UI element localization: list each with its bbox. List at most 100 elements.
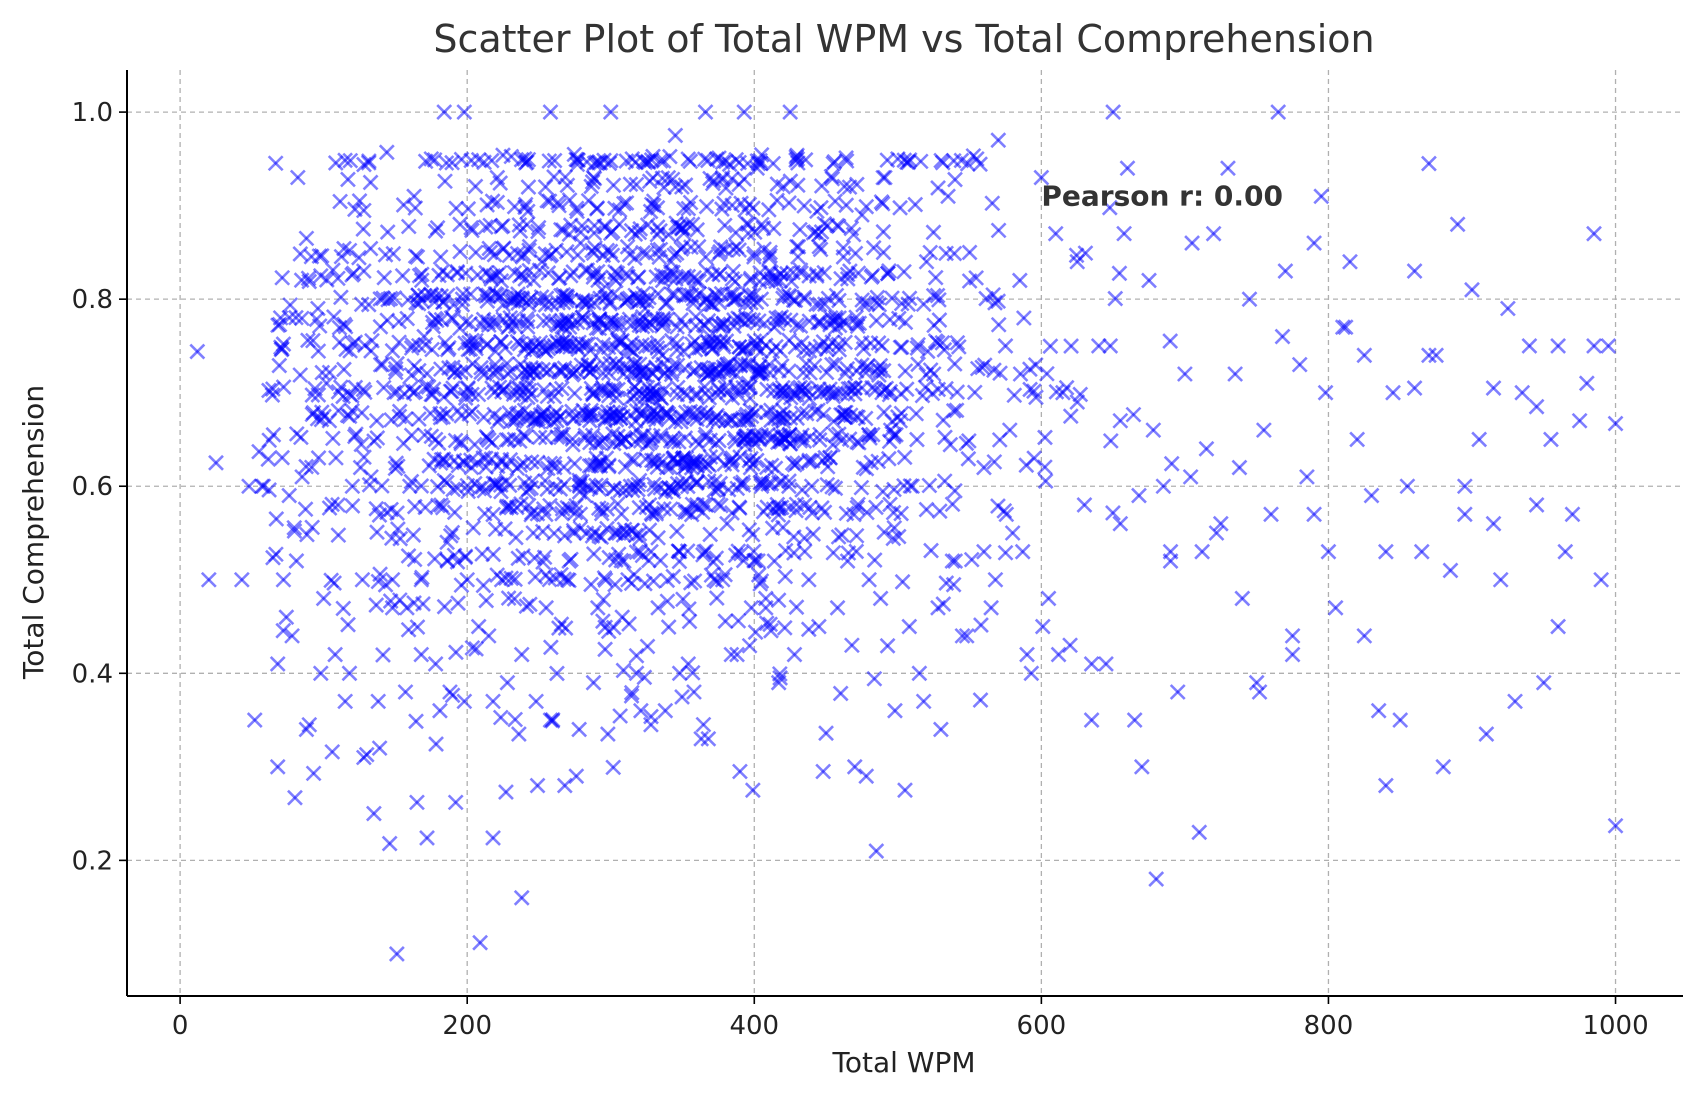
- data-point: [520, 410, 537, 426]
- data-point: [885, 428, 902, 445]
- data-point: [631, 499, 648, 516]
- data-point: [802, 429, 818, 446]
- data-point: [529, 777, 546, 794]
- data-point: [364, 332, 380, 349]
- data-point: [607, 576, 623, 593]
- data-point: [337, 152, 353, 169]
- data-point: [945, 576, 962, 593]
- data-point: [495, 241, 512, 257]
- data-point: [829, 599, 846, 616]
- data-point: [890, 528, 907, 545]
- data-point: [824, 385, 841, 402]
- data-point: [622, 478, 639, 495]
- data-point: [362, 174, 379, 191]
- data-point: [769, 315, 786, 332]
- data-point: [648, 505, 665, 522]
- data-point: [428, 736, 444, 752]
- data-point: [961, 244, 978, 261]
- data-point: [732, 763, 748, 780]
- data-point: [813, 178, 830, 194]
- data-point: [686, 573, 703, 589]
- data-point: [569, 156, 586, 173]
- data-point: [517, 199, 533, 216]
- data-point: [649, 199, 666, 216]
- data-point: [321, 364, 338, 381]
- data-point: [726, 318, 742, 335]
- data-point: [389, 355, 405, 372]
- data-point: [1377, 543, 1394, 560]
- data-point: [1116, 225, 1133, 242]
- data-point: [762, 616, 779, 633]
- data-point: [697, 317, 714, 334]
- data-point: [629, 269, 646, 286]
- data-point: [261, 432, 278, 449]
- data-point: [597, 218, 614, 235]
- data-point: [246, 712, 263, 728]
- data-point: [324, 496, 341, 513]
- data-point: [850, 496, 866, 513]
- data-point: [485, 830, 501, 846]
- data-point: [698, 543, 715, 560]
- data-point: [1036, 459, 1053, 476]
- data-point: [1291, 356, 1308, 373]
- data-point: [762, 247, 778, 264]
- data-point: [442, 527, 459, 544]
- data-point: [789, 177, 806, 194]
- data-point: [559, 313, 575, 330]
- data-point: [1528, 398, 1545, 415]
- data-point: [492, 410, 509, 427]
- data-point: [892, 199, 908, 216]
- data-point: [310, 386, 327, 403]
- data-point: [715, 362, 732, 379]
- data-point: [278, 609, 295, 626]
- data-point: [857, 364, 874, 381]
- data-point: [604, 247, 621, 264]
- data-point: [368, 597, 385, 614]
- data-point: [635, 285, 652, 302]
- data-point: [709, 407, 725, 424]
- data-point: [622, 176, 639, 193]
- data-point: [638, 245, 655, 262]
- y-tick-label: 0.8: [72, 285, 113, 315]
- data-point: [730, 310, 746, 327]
- data-point: [934, 154, 951, 171]
- data-point: [634, 407, 650, 424]
- data-point: [717, 153, 734, 170]
- data-point: [391, 313, 407, 330]
- data-point: [686, 684, 702, 700]
- data-point: [559, 177, 576, 194]
- data-point: [233, 571, 250, 588]
- data-point: [330, 402, 347, 419]
- data-point: [586, 225, 603, 241]
- data-point: [729, 646, 745, 663]
- data-point: [1068, 247, 1085, 264]
- data-point: [457, 313, 474, 330]
- data-point: [1191, 824, 1208, 841]
- data-point: [516, 455, 532, 472]
- data-point: [484, 434, 501, 451]
- data-point: [621, 616, 638, 632]
- data-point: [327, 646, 344, 663]
- data-point: [763, 622, 779, 639]
- data-point: [846, 385, 863, 402]
- data-point: [275, 571, 292, 588]
- data-point: [314, 364, 331, 381]
- data-point: [372, 356, 389, 373]
- data-point: [831, 292, 847, 309]
- data-point: [417, 153, 434, 170]
- data-point: [575, 402, 592, 419]
- data-point: [743, 402, 759, 419]
- data-point: [816, 504, 833, 521]
- data-point: [497, 340, 514, 356]
- data-point: [754, 475, 771, 492]
- data-point: [1090, 338, 1107, 354]
- data-point: [796, 385, 813, 402]
- data-point: [987, 571, 1004, 588]
- data-point: [494, 217, 511, 234]
- data-point: [842, 407, 859, 424]
- data-point: [347, 426, 364, 443]
- data-point: [1033, 169, 1050, 186]
- data-point: [293, 310, 310, 327]
- data-point: [595, 365, 612, 382]
- data-point: [855, 296, 872, 313]
